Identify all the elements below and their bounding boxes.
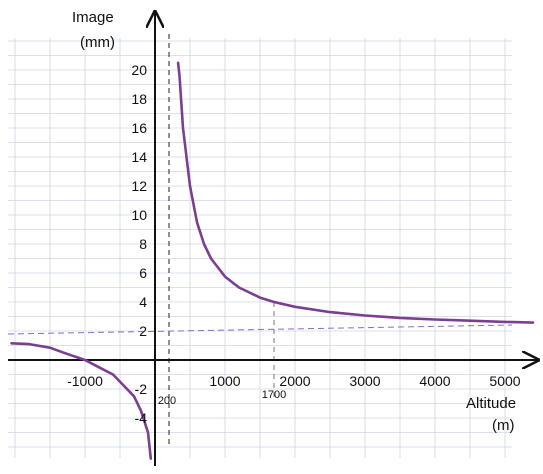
curve-series: [10, 61, 535, 460]
y-axis-label: Image: [72, 9, 114, 26]
y-axis-unit: (mm): [80, 34, 115, 51]
y-tick-label: 18: [131, 91, 147, 107]
y-tick-label: 2: [139, 323, 147, 339]
x-tick-label: 2000: [279, 373, 310, 389]
y-tick-label: 14: [131, 149, 147, 165]
y-tick-label: -4: [135, 410, 148, 426]
x-tick-label: 4000: [419, 373, 450, 389]
grid: [8, 38, 512, 458]
tick-labels: -1000 1000 2000 3000 4000 5000 -4 -2 2 4 6 8 10 12 14 1…: [67, 62, 521, 426]
y-tick-label: 20: [131, 62, 147, 78]
special-x-label: 200: [158, 395, 176, 407]
x-tick-label: 5000: [489, 373, 520, 389]
y-tick-label: 4: [139, 294, 147, 310]
horizontal-asymptote-line: [7, 324, 513, 335]
y-tick-label: -2: [135, 381, 148, 397]
x-tick-label: 1000: [209, 373, 240, 389]
axes: [8, 12, 538, 466]
y-tick-label: 6: [139, 265, 147, 281]
special-x-label: 1700: [262, 389, 286, 401]
guide-lines: [7, 34, 513, 448]
y-tick-label: 16: [131, 120, 147, 136]
y-tick-label: 8: [139, 236, 147, 252]
curve-branch-left: [10, 342, 153, 460]
curve-branch-right: [176, 61, 535, 324]
x-axis-label: Altitude: [466, 395, 516, 412]
y-tick-label: 12: [131, 178, 147, 194]
y-tick-label: 10: [131, 207, 147, 223]
x-axis-unit: (m): [492, 417, 515, 434]
x-tick-label: 3000: [349, 373, 380, 389]
x-tick-label: -1000: [67, 373, 103, 389]
